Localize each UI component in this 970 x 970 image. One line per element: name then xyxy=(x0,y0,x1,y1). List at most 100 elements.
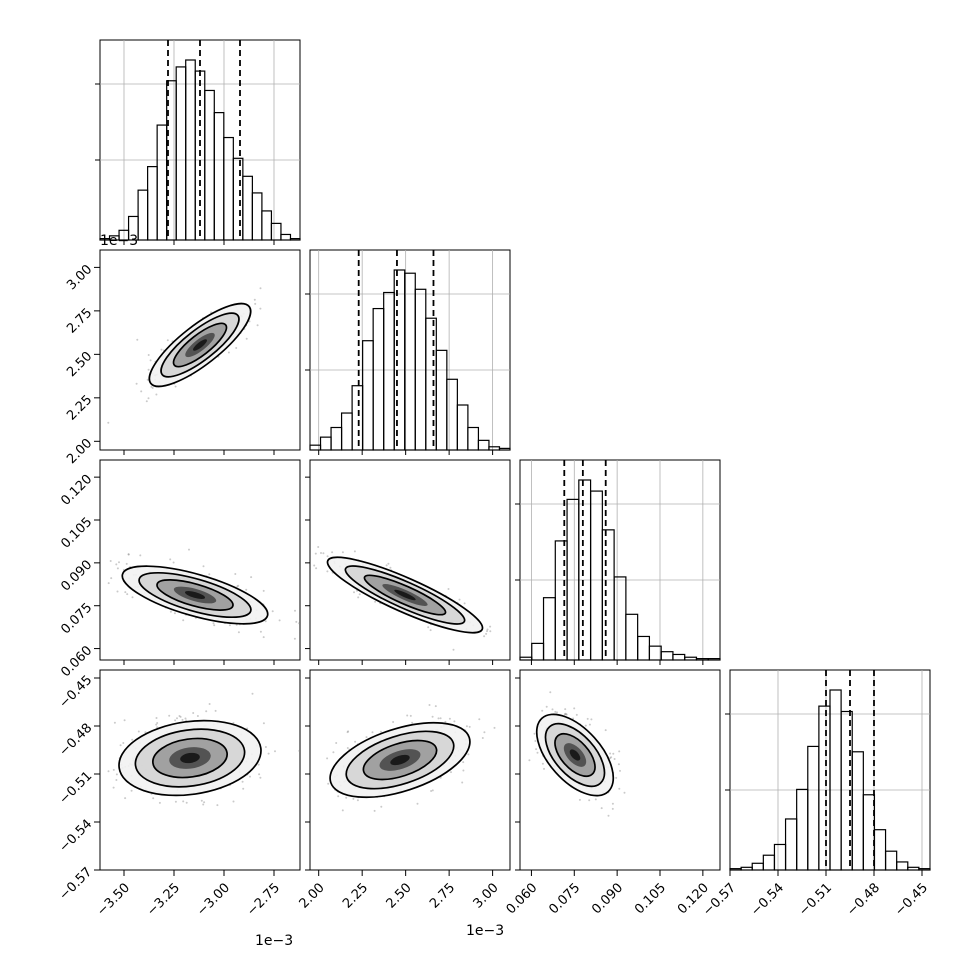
hist-bin xyxy=(873,829,887,871)
y-tick-2-3: 2.50 xyxy=(64,349,100,380)
scatter-point xyxy=(184,717,187,720)
scatter-point xyxy=(434,705,437,708)
scatter-point xyxy=(116,567,119,570)
scatter-point xyxy=(174,800,177,803)
scatter-point xyxy=(613,758,616,760)
pair-density xyxy=(326,704,496,812)
x-tick-3-1: 0.060 xyxy=(504,870,540,917)
scatter-point xyxy=(357,596,360,599)
scatter-point xyxy=(411,721,414,724)
scatter-point xyxy=(431,789,434,792)
scatter-point xyxy=(429,629,432,632)
scatter-point xyxy=(346,731,349,734)
hist-bin xyxy=(477,439,490,451)
scatter-point xyxy=(618,750,621,753)
y-tick-label: 2.25 xyxy=(64,393,95,424)
scatter-point xyxy=(208,573,211,576)
scatter-point xyxy=(208,703,211,705)
scatter-point xyxy=(486,630,488,633)
scatter-point xyxy=(430,790,433,792)
scatter-point xyxy=(140,390,143,393)
scatter-point xyxy=(462,761,465,764)
pair-panel-4-2 xyxy=(309,669,511,871)
scatter-point xyxy=(144,731,147,734)
pair-frame xyxy=(99,459,301,661)
scatter-point xyxy=(611,807,614,810)
scatter-point xyxy=(179,715,182,718)
scatter-point xyxy=(264,746,267,748)
scatter-point xyxy=(109,560,112,562)
scatter-point xyxy=(259,630,262,633)
hist-bin xyxy=(289,238,301,241)
scatter-point xyxy=(245,588,248,591)
x-tick-label: 0.075 xyxy=(546,880,583,917)
scatter-point xyxy=(572,717,575,720)
scatter-point xyxy=(573,707,576,710)
scatter-point xyxy=(237,631,240,634)
scatter-point xyxy=(462,769,465,772)
scatter-point xyxy=(314,552,317,555)
scatter-point xyxy=(185,801,188,804)
density-level-5 xyxy=(184,591,206,599)
x-tick-3-2: 0.075 xyxy=(546,870,583,917)
y-tick-label: 3.00 xyxy=(64,262,95,293)
scatter-point xyxy=(147,354,150,356)
scatter-point xyxy=(541,762,544,765)
y-tick-2-2: 2.25 xyxy=(64,393,100,424)
x-tick-label: 2.00 xyxy=(297,880,328,911)
scatter-point xyxy=(298,622,300,625)
x-tick-2-3: 2.50 xyxy=(384,870,415,912)
scatter-point xyxy=(172,561,175,564)
y-tick-label: −0.48 xyxy=(57,721,96,760)
scatter-point xyxy=(147,397,150,400)
scatter-point xyxy=(173,612,176,615)
x-tick-2-4: 2.75 xyxy=(427,870,458,912)
scatter-point xyxy=(535,748,538,751)
y-tick-2-1: 2.00 xyxy=(64,436,100,467)
density-level-5 xyxy=(569,749,581,761)
scatter-point xyxy=(145,400,148,403)
y-tick-label: −0.51 xyxy=(57,769,96,808)
scatter-point xyxy=(564,708,567,711)
scatter-point xyxy=(107,770,110,773)
x-tick-1-2: −3.25 xyxy=(144,870,183,919)
scatter-point xyxy=(481,737,484,739)
pair-density xyxy=(528,691,626,817)
scatter-point xyxy=(326,555,329,558)
scatter-point xyxy=(588,799,591,802)
hist-bin xyxy=(896,861,909,871)
scatter-point xyxy=(122,742,125,744)
scatter-point xyxy=(110,577,113,580)
scatter-point xyxy=(590,718,593,721)
scatter-point xyxy=(331,551,334,554)
x-tick-2-5: 3.00 xyxy=(471,870,502,912)
y-tick-label: 0.090 xyxy=(58,558,95,595)
scatter-point xyxy=(294,609,296,612)
scatter-point xyxy=(541,709,544,712)
scatter-point xyxy=(155,717,158,719)
pair-density xyxy=(313,546,492,651)
scatter-point xyxy=(137,730,140,733)
scatter-point xyxy=(254,302,257,305)
y-tick-label: 0.120 xyxy=(58,472,95,509)
scatter-point xyxy=(107,582,110,585)
scatter-point xyxy=(444,720,447,723)
pair-panel-4-3 xyxy=(519,669,721,871)
scatter-point xyxy=(365,736,368,739)
pair-panel-4-1 xyxy=(99,669,301,871)
scatter-point xyxy=(295,620,298,623)
scatter-point xyxy=(125,562,128,565)
scatter-point xyxy=(155,723,158,726)
scatter-point xyxy=(373,809,376,812)
y-tick-4-5: −0.45 xyxy=(57,673,100,711)
scatter-point xyxy=(327,782,330,785)
scatter-point xyxy=(489,625,492,628)
scatter-point xyxy=(258,773,261,776)
x-tick-label: −0.48 xyxy=(844,880,883,919)
x-tick-1-4: −2.75 xyxy=(244,870,283,919)
scatter-point xyxy=(356,799,359,802)
scatter-point xyxy=(563,713,566,716)
scatter-point xyxy=(262,636,265,639)
scatter-point xyxy=(228,624,231,627)
scatter-point xyxy=(245,337,248,340)
